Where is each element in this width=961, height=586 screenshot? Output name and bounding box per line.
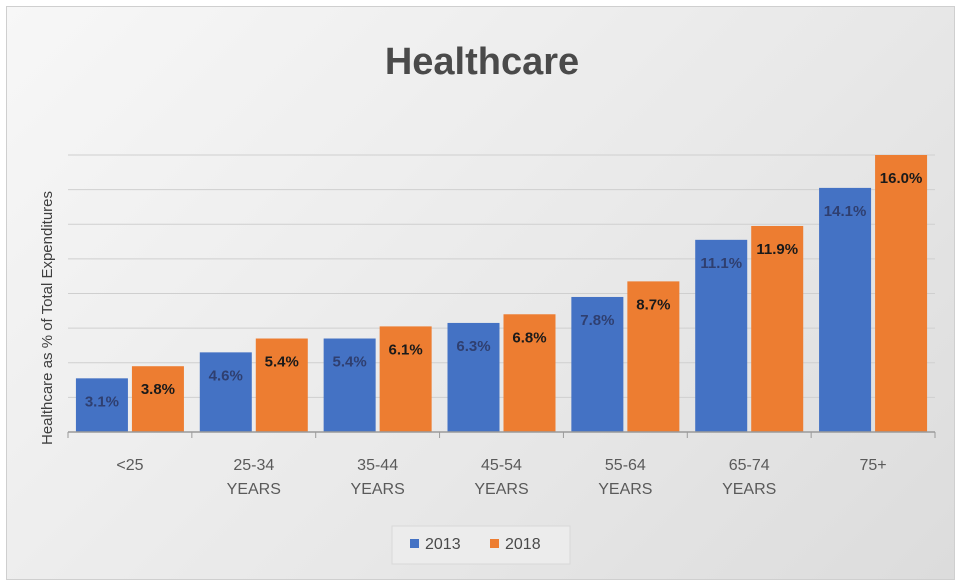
data-label-2018-0: 3.8% bbox=[141, 381, 175, 398]
data-label-2013-0: 3.1% bbox=[85, 393, 119, 410]
bar-2018-0 bbox=[131, 366, 184, 432]
x-tick-label: YEARS bbox=[474, 481, 528, 498]
gridlines bbox=[68, 154, 935, 398]
x-tick-label: YEARS bbox=[227, 481, 281, 498]
data-label-2018-2: 6.1% bbox=[389, 341, 423, 358]
x-tick-label: 65-74 bbox=[729, 457, 770, 474]
x-tick-label: 35-44 bbox=[357, 457, 398, 474]
legend-swatch-2018 bbox=[490, 539, 499, 548]
legend: 2013 2018 bbox=[391, 525, 571, 565]
x-tick-label: YEARS bbox=[722, 481, 776, 498]
legend-label-2018: 2018 bbox=[505, 536, 541, 553]
x-tick-label: <25 bbox=[116, 457, 143, 474]
x-axis: <25 25-34 YEARS 35-44 YEARS 45-54 YEARS 55-64 YE… bbox=[67, 431, 936, 498]
legend-swatch-2013 bbox=[410, 539, 419, 548]
data-label-2018-6: 16.0% bbox=[880, 170, 923, 187]
bar-2013-0 bbox=[75, 378, 128, 432]
data-label-2013-5: 11.1% bbox=[700, 255, 742, 272]
bar-2018-5 bbox=[751, 225, 804, 432]
bar-2013-2 bbox=[323, 338, 376, 432]
x-tick-label: 55-64 bbox=[605, 457, 646, 474]
data-label-2018-4: 8.7% bbox=[636, 296, 670, 313]
bar-2018-1 bbox=[255, 338, 308, 432]
bar-2018-3 bbox=[503, 314, 556, 432]
bar-2013-1 bbox=[199, 352, 252, 432]
bar-2018-4 bbox=[627, 281, 680, 432]
data-label-2013-6: 14.1% bbox=[824, 203, 867, 220]
bar-2013-4 bbox=[571, 296, 624, 432]
data-label-2013-4: 7.8% bbox=[580, 312, 614, 329]
data-label-2018-5: 11.9% bbox=[756, 241, 798, 258]
data-label-2013-3: 6.3% bbox=[456, 338, 490, 355]
y-axis-label: Healthcare as % of Total Expenditures bbox=[39, 191, 56, 445]
bar-2013-3 bbox=[447, 322, 500, 432]
bars: 3.1% 3.8% 4.6% 5.4% 5.4% 6.1% 6.3% 6.8% 7.8% 8.7%… bbox=[75, 155, 928, 432]
x-tick-label: 25-34 bbox=[233, 457, 274, 474]
legend-box bbox=[391, 525, 571, 565]
chart-title: Healthcare bbox=[385, 41, 579, 83]
data-label-2013-1: 4.6% bbox=[209, 367, 243, 384]
data-label-2013-2: 5.4% bbox=[333, 354, 367, 371]
bar-2018-2 bbox=[379, 326, 432, 432]
bar-2013-6 bbox=[819, 187, 872, 432]
x-tick-label: 45-54 bbox=[481, 457, 522, 474]
data-label-2018-1: 5.4% bbox=[265, 354, 299, 371]
bar-2013-5 bbox=[695, 239, 748, 432]
x-tick-label: YEARS bbox=[598, 481, 652, 498]
x-tick-label: YEARS bbox=[351, 481, 405, 498]
legend-label-2013: 2013 bbox=[425, 536, 461, 553]
x-tick-label: 75+ bbox=[860, 457, 887, 474]
data-label-2018-3: 6.8% bbox=[512, 329, 546, 346]
bar-2018-6 bbox=[875, 155, 928, 432]
